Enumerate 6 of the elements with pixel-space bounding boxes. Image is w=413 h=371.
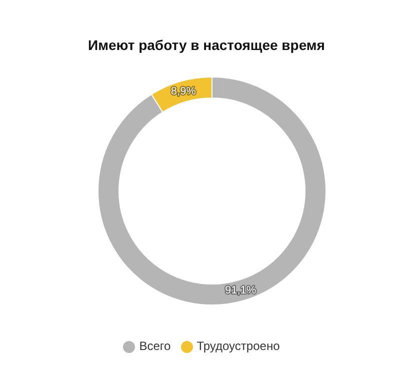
- donut-slice: [98, 76, 326, 306]
- chart-title: Имеют работу в настоящее время: [87, 36, 326, 55]
- data-label: 8,9%: [170, 86, 196, 98]
- legend-label: Трудоустроено: [196, 339, 280, 353]
- legend-label: Всего: [139, 339, 171, 353]
- data-label: 91,1%: [224, 284, 256, 296]
